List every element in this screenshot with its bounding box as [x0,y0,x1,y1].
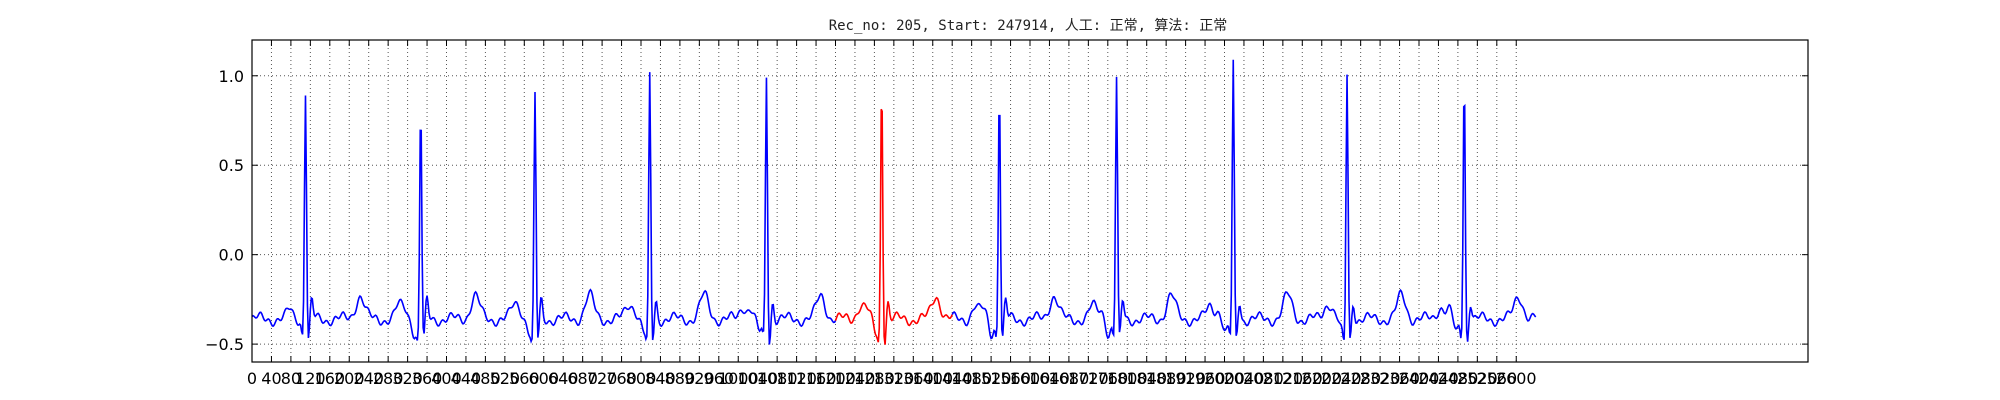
x-tick-label: 2000 [1204,369,1245,388]
x-axis: 0 40 8012016020024028032036040044048052056… [247,40,1537,388]
x-tick-label: 1400 [912,369,953,388]
x-tick-label: 2520 [1457,369,1498,388]
x-tick-label: 320 [392,369,423,388]
ecg-series-highlight [834,108,953,345]
x-tick-label: 1800 [1107,369,1148,388]
x-tick-label: 1040 [737,369,778,388]
x-tick-label: 720 [587,369,618,388]
x-tick-label: 1160 [796,369,837,388]
x-tick-label: 880 [665,369,696,388]
x-tick-label: 2280 [1340,369,1381,388]
y-tick-label: 1.0 [219,67,244,86]
x-tick-label: 2400 [1399,369,1440,388]
x-tick-label: 2200 [1301,369,1342,388]
x-tick-label: 1520 [971,369,1012,388]
x-tick-label: 480 [470,369,501,388]
x-tick-label: 2120 [1262,369,1303,388]
y-tick-label: 0.5 [219,156,244,175]
x-tick-label: 1960 [1185,369,1226,388]
x-tick-label: 2480 [1438,369,1479,388]
x-tick-label: 120 [295,369,326,388]
x-tick-label: 0 [247,369,257,388]
y-axis: −0.5 0.0 0.5 1.0 [205,67,1808,354]
x-tick-label: 1920 [1165,369,1206,388]
ecg-series-normal [951,59,1537,342]
x-tick-label: 440 [451,369,482,388]
x-tick-label: 1000 [718,369,759,388]
x-tick-label: 680 [567,369,598,388]
x-tick-label: 2160 [1282,369,1323,388]
x-tick-label: 1760 [1087,369,1128,388]
x-tick-label: 1360 [893,369,934,388]
x-tick-label: 280 [373,369,404,388]
x-tick-label: 1880 [1146,369,1187,388]
x-tick-label: 160 [315,369,346,388]
plot-area [251,59,1537,345]
x-tick-label: 2560 [1476,369,1517,388]
x-tick-label: 640 [548,369,579,388]
x-tick-label: 920 [684,369,715,388]
x-tick-label: 40 [261,369,281,388]
x-tick-label: 760 [606,369,637,388]
x-tick-label: 960 [704,369,735,388]
x-tick-label: 1480 [951,369,992,388]
x-tick-label: 2360 [1379,369,1420,388]
x-tick-label: 1120 [776,369,817,388]
x-tick-label: 80 [281,369,301,388]
x-tick-label: 1440 [932,369,973,388]
x-tick-label: 1320 [873,369,914,388]
x-tick-label: 2440 [1418,369,1459,388]
x-tick-label: 1680 [1049,369,1090,388]
x-tick-label: 200 [334,369,365,388]
x-tick-label: 840 [645,369,676,388]
chart-title: Rec_no: 205, Start: 247914, 人工: 正常, 算法: … [829,18,1228,34]
x-tick-label: 1840 [1126,369,1167,388]
x-tick-label: 560 [509,369,540,388]
x-tick-label: 2320 [1360,369,1401,388]
x-tick-label: 2040 [1224,369,1265,388]
x-tick-label: 360 [412,369,443,388]
x-tick-label: 1280 [854,369,895,388]
x-tick-label: 1600 [1010,369,1051,388]
ecg-series-normal [251,72,837,345]
x-tick-label: 520 [490,369,521,388]
x-tick-label: 1720 [1068,369,1109,388]
x-tick-label: 600 [528,369,559,388]
grid-lines [251,40,1808,362]
y-tick-label: 0.0 [219,246,244,265]
x-tick-label: 1560 [990,369,1031,388]
x-tick-label: 2600 [1496,369,1537,388]
x-tick-label: 800 [626,369,657,388]
x-tick-label: 1080 [757,369,798,388]
x-tick-label: 400 [431,369,462,388]
x-tick-label: 2240 [1321,369,1362,388]
x-tick-label: 1640 [1029,369,1070,388]
y-tick-label: −0.5 [205,335,244,354]
x-tick-label: 1200 [815,369,856,388]
x-tick-label: 2080 [1243,369,1284,388]
x-tick-label: 1240 [835,369,876,388]
x-tick-label: 240 [353,369,384,388]
